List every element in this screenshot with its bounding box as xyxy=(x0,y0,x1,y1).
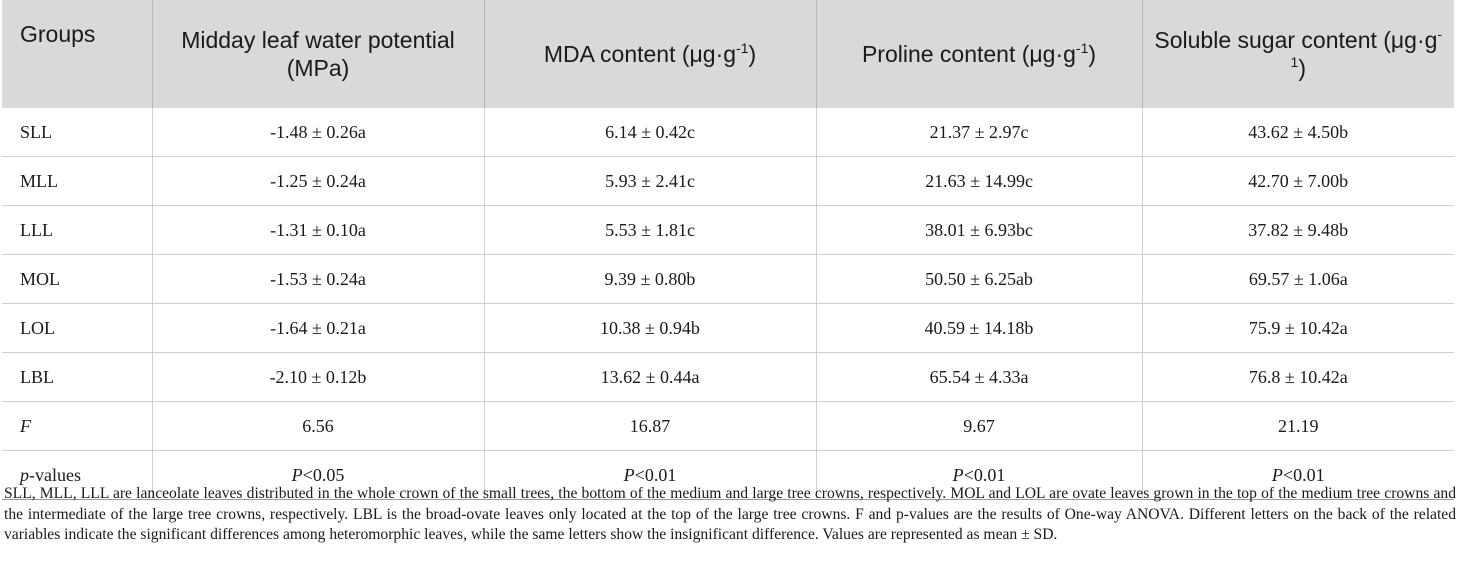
cell-sugar: 76.8 ± 10.42a xyxy=(1141,352,1454,402)
cell-water-potential: -1.64 ± 0.21a xyxy=(151,303,484,353)
cell-sugar: 43.62 ± 4.50b xyxy=(1141,108,1454,157)
cell-p-proline: P<0.01 xyxy=(815,450,1142,500)
cell-proline: 40.59 ± 14.18b xyxy=(815,303,1142,353)
table-row: SLL -1.48 ± 0.26a 6.14 ± 0.42c 21.37 ± 2… xyxy=(2,108,1454,157)
cell-p-water-potential: P<0.05 xyxy=(151,450,484,500)
cell-f-proline: 9.67 xyxy=(815,401,1142,451)
table-row: MLL -1.25 ± 0.24a 5.93 ± 2.41c 21.63 ± 1… xyxy=(2,156,1454,206)
cell-group: MOL xyxy=(2,254,152,304)
cell-water-potential: -1.53 ± 0.24a xyxy=(151,254,484,304)
table-row: LLL -1.31 ± 0.10a 5.53 ± 1.81c 38.01 ± 6… xyxy=(2,205,1454,255)
cell-mda: 10.38 ± 0.94b xyxy=(483,303,816,353)
results-table: Groups Midday leaf water potential (MPa)… xyxy=(2,0,1454,500)
cell-proline: 21.37 ± 2.97c xyxy=(815,108,1142,157)
cell-mda: 6.14 ± 0.42c xyxy=(483,108,816,157)
p-values-row: p-values P<0.05 P<0.01 P<0.01 P<0.01 xyxy=(2,450,1454,500)
header-mda-content: MDA content (μg·g-1) xyxy=(483,0,817,108)
header-proline-content: Proline content (μg·g-1) xyxy=(815,0,1143,108)
header-row: Groups Midday leaf water potential (MPa)… xyxy=(2,0,1454,108)
cell-f-water-potential: 6.56 xyxy=(151,401,484,451)
table-row: MOL -1.53 ± 0.24a 9.39 ± 0.80b 50.50 ± 6… xyxy=(2,254,1454,304)
cell-group: LOL xyxy=(2,303,152,353)
header-midday-leaf-water-potential: Midday leaf water potential (MPa) xyxy=(151,0,485,108)
cell-water-potential: -1.31 ± 0.10a xyxy=(151,205,484,255)
header-soluble-sugar-content: Soluble sugar content (μg·g-1) xyxy=(1141,0,1454,108)
cell-water-potential: -2.10 ± 0.12b xyxy=(151,352,484,402)
table-row: LOL -1.64 ± 0.21a 10.38 ± 0.94b 40.59 ± … xyxy=(2,303,1454,353)
cell-group: LLL xyxy=(2,205,152,255)
cell-mda: 5.93 ± 2.41c xyxy=(483,156,816,206)
cell-water-potential: -1.25 ± 0.24a xyxy=(151,156,484,206)
cell-group: LBL xyxy=(2,352,152,402)
cell-f-sugar: 21.19 xyxy=(1141,401,1454,451)
cell-proline: 50.50 ± 6.25ab xyxy=(815,254,1142,304)
cell-group: SLL xyxy=(2,108,152,157)
cell-f-mda: 16.87 xyxy=(483,401,816,451)
cell-water-potential: -1.48 ± 0.26a xyxy=(151,108,484,157)
cell-sugar: 69.57 ± 1.06a xyxy=(1141,254,1454,304)
cell-mda: 13.62 ± 0.44a xyxy=(483,352,816,402)
cell-proline: 38.01 ± 6.93bc xyxy=(815,205,1142,255)
cell-f-label: F xyxy=(2,401,152,451)
f-statistic-row: F 6.56 16.87 9.67 21.19 xyxy=(2,401,1454,451)
cell-mda: 5.53 ± 1.81c xyxy=(483,205,816,255)
header-groups: Groups xyxy=(2,0,153,108)
data-table-container: Groups Midday leaf water potential (MPa)… xyxy=(2,0,1454,500)
table-row: LBL -2.10 ± 0.12b 13.62 ± 0.44a 65.54 ± … xyxy=(2,352,1454,402)
table-body: SLL -1.48 ± 0.26a 6.14 ± 0.42c 21.37 ± 2… xyxy=(2,108,1454,500)
table-footnote: SLL, MLL, LLL are lanceolate leaves dist… xyxy=(4,485,1456,544)
cell-p-label: p-values xyxy=(2,450,152,500)
cell-mda: 9.39 ± 0.80b xyxy=(483,254,816,304)
cell-group: MLL xyxy=(2,156,152,206)
cell-p-sugar: P<0.01 xyxy=(1141,450,1454,500)
cell-p-mda: P<0.01 xyxy=(483,450,816,500)
cell-proline: 21.63 ± 14.99c xyxy=(815,156,1142,206)
cell-proline: 65.54 ± 4.33a xyxy=(815,352,1142,402)
table-header: Groups Midday leaf water potential (MPa)… xyxy=(2,0,1454,108)
cell-sugar: 42.70 ± 7.00b xyxy=(1141,156,1454,206)
cell-sugar: 37.82 ± 9.48b xyxy=(1141,205,1454,255)
cell-sugar: 75.9 ± 10.42a xyxy=(1141,303,1454,353)
